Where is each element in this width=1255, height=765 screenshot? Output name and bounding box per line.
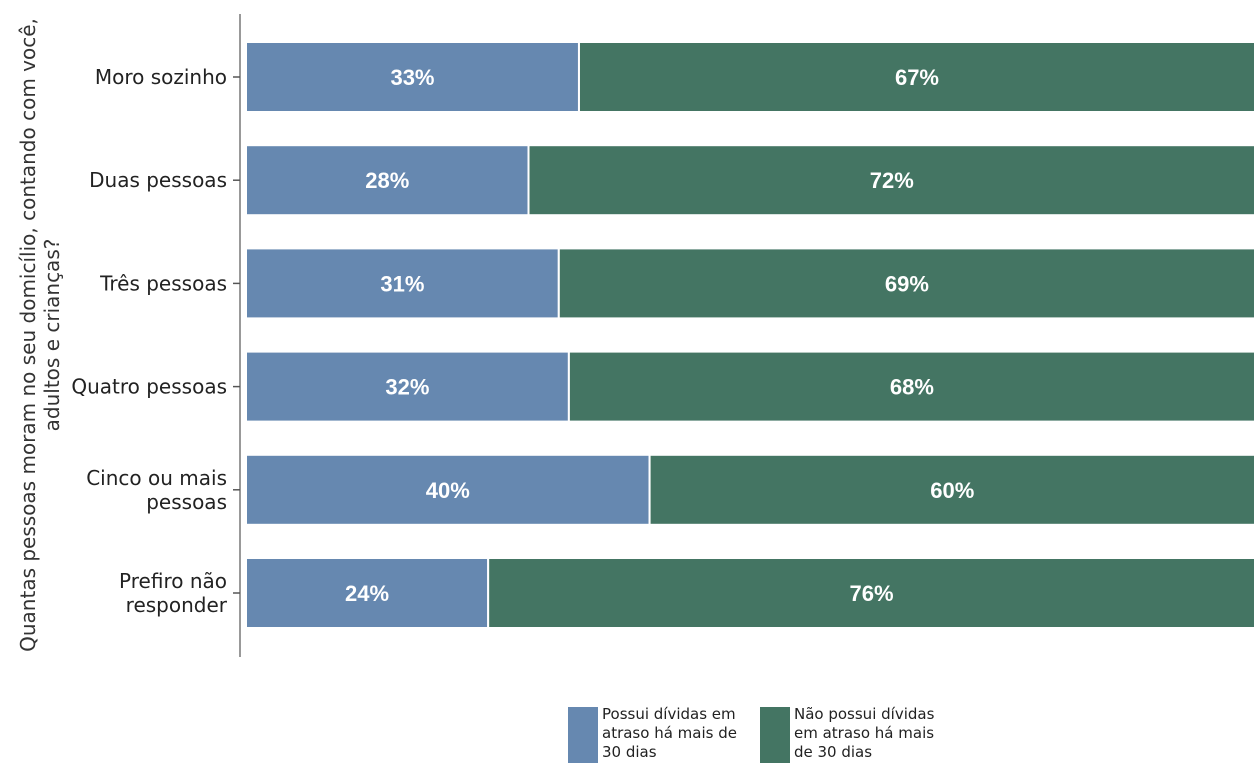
value-label-possui: 32%: [385, 375, 429, 400]
y-axis-title-text: Quantas pessoas moram no seu domicílio, …: [16, 18, 64, 652]
bars: [245, 41, 1255, 629]
category-label: Duas pessoas: [89, 168, 227, 192]
category-label: Moro sozinho: [95, 65, 227, 89]
category-label-line: Três pessoas: [99, 271, 227, 295]
bar-nao-possui: [527, 144, 1255, 217]
category-label-line: Moro sozinho: [95, 65, 227, 89]
category-label-line: pessoas: [146, 490, 227, 514]
value-label-possui: 24%: [345, 581, 389, 606]
category-label: Quatro pessoas: [71, 375, 227, 399]
legend-label-nao-possui: Não possui dívidas em atraso há mais de …: [794, 705, 935, 761]
value-labels: 33% 67% 28% 72% 31% 69% 32% 68% 40% 60% 24% 76%: [345, 65, 974, 606]
bar-possui: [245, 144, 530, 217]
stacked-bar-chart: Quantas pessoas moram no seu domicílio, …: [16, 14, 1255, 657]
bar-nao-possui: [487, 557, 1255, 629]
category-label-line: Cinco ou mais: [86, 466, 227, 490]
legend: Possui dívidas em atraso há mais de 30 d…: [568, 705, 946, 763]
value-label-nao-possui: 68%: [890, 375, 934, 400]
category-label: Prefiro não responder: [119, 569, 228, 617]
bar-nao-possui: [567, 350, 1255, 423]
value-label-nao-possui: 72%: [870, 168, 914, 193]
y-axis-title-line: adultos e crianças?: [40, 239, 64, 432]
y-axis-title-line: Quantas pessoas moram no seu domicílio, …: [16, 18, 40, 652]
bar-possui: [245, 453, 651, 526]
legend-item-possui: Possui dívidas em atraso há mais de 30 d…: [568, 705, 754, 763]
legend-item-nao-possui: Não possui dívidas em atraso há mais de …: [760, 705, 946, 763]
legend-label-possui: Possui dívidas em atraso há mais de 30 d…: [602, 705, 737, 761]
bar-nao-possui: [557, 247, 1255, 320]
bar-possui: [245, 247, 560, 320]
value-label-nao-possui: 67%: [895, 65, 939, 90]
bar-possui: [245, 41, 580, 113]
bar-nao-possui: [577, 41, 1255, 113]
category-label-line: Quatro pessoas: [71, 375, 227, 399]
value-label-possui: 28%: [365, 168, 409, 193]
category-label: Cinco ou mais pessoas: [86, 466, 227, 514]
value-label-nao-possui: 60%: [930, 478, 974, 503]
bar-nao-possui: [648, 453, 1255, 526]
bar-possui: [245, 350, 570, 423]
category-label-line: Duas pessoas: [89, 168, 227, 192]
legend-swatch-nao-possui: [760, 707, 790, 763]
legend-swatch-possui: [568, 707, 598, 763]
value-label-nao-possui: 76%: [850, 581, 894, 606]
value-label-possui: 40%: [426, 478, 470, 503]
value-label-nao-possui: 69%: [885, 271, 929, 296]
category-labels: Moro sozinho Duas pessoas Três pessoas Quat…: [71, 65, 227, 617]
value-label-possui: 33%: [390, 65, 434, 90]
category-label-line: Prefiro não: [119, 569, 227, 593]
value-label-possui: 31%: [380, 271, 424, 296]
y-axis-ticks: [233, 76, 240, 594]
category-label: Três pessoas: [99, 271, 227, 295]
category-label-line: responder: [126, 593, 228, 617]
y-axis-title: Quantas pessoas moram no seu domicílio, …: [16, 18, 64, 652]
